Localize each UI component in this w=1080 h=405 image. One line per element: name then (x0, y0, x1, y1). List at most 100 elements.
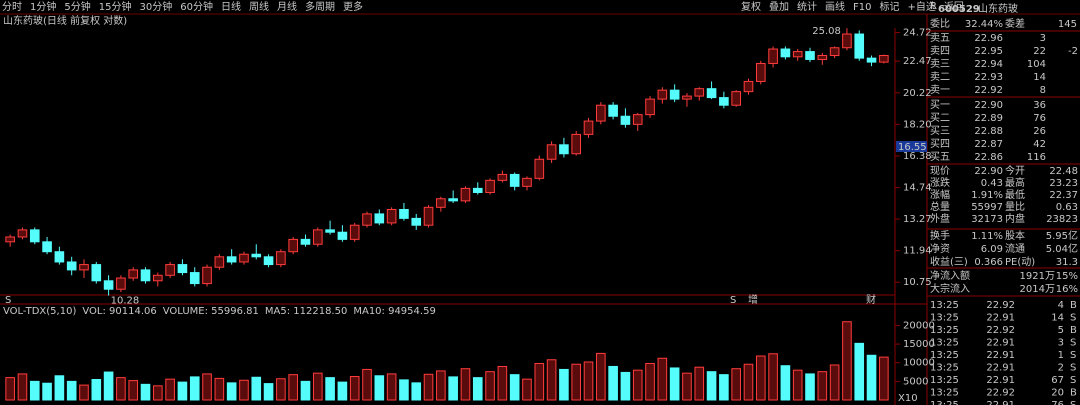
quote-cell: 买二 (930, 112, 950, 124)
quote-cell: 22.91 (986, 400, 1015, 405)
y-tick-label: 22.47 (903, 56, 932, 67)
toolbar-button[interactable]: 复权 (741, 0, 761, 13)
quote-cell: 卖一 (930, 84, 950, 96)
volume-bar (743, 363, 754, 401)
quote-cell: 13:25 (930, 350, 959, 361)
toolbar-button[interactable]: 标记 (879, 1, 899, 13)
y-tick-label: 5000 (903, 376, 928, 387)
event-marker[interactable]: S (730, 295, 736, 306)
quote-cell: 15% (1056, 271, 1078, 282)
quote-cell: 22.92 (986, 300, 1015, 311)
candle-body (79, 264, 89, 271)
volume-bar (608, 365, 618, 401)
quote-cell: S (1070, 313, 1076, 324)
quote-cell: 换手 (930, 229, 950, 242)
quote-cell: 104 (1027, 59, 1046, 70)
quote-cell: 22.88 (974, 126, 1003, 137)
volume-bar (620, 371, 631, 401)
quote-cell: 买一 (930, 99, 950, 111)
toolbar-button[interactable]: 画线 (825, 0, 845, 13)
toolbar-tab[interactable]: 周线 (249, 0, 269, 13)
quote-cell: 卖三 (930, 58, 950, 70)
quote-cell: 6.09 (981, 244, 1003, 255)
crosshair-box (896, 141, 927, 152)
volume-bar (829, 364, 840, 401)
toolbar-tab[interactable]: 日线 (221, 0, 241, 13)
toolbar-button[interactable]: 叠加 (769, 1, 789, 13)
candle-body (657, 89, 668, 100)
quote-cell: 36 (1033, 100, 1046, 111)
quote-cell: 22.90 (974, 166, 1003, 177)
volume-bar (866, 354, 877, 401)
quote-cell: 32173 (971, 214, 1003, 225)
toolbar-tab[interactable]: 5分钟 (64, 0, 90, 13)
toolbar-tab[interactable]: 月线 (277, 0, 297, 13)
volume-bar (583, 361, 594, 401)
toolbar-tab[interactable]: 1分钟 (30, 0, 56, 13)
quote-cell: 委差 (1005, 17, 1025, 30)
candle-body (755, 62, 766, 82)
quote-cell: 现价 (930, 165, 950, 177)
candle-body (423, 206, 434, 226)
chart-title: 山东药玻(日线 前复权 对数) (3, 14, 127, 27)
quote-cell: 卖五 (930, 32, 950, 44)
volume-header: MA5: 112218.50 (265, 306, 347, 317)
quote-cell: 买五 (930, 151, 950, 163)
candle-body (263, 256, 274, 266)
y-tick-label: 13.27 (903, 214, 932, 225)
quote-cell: 5.04亿 (1046, 242, 1078, 255)
toolbar-button[interactable]: 返回 (944, 1, 964, 13)
quote-cell: 22.90 (974, 100, 1003, 111)
candle-body (128, 269, 139, 279)
event-marker[interactable]: 增 (748, 293, 758, 306)
toolbar-tab[interactable]: 15分钟 (99, 0, 132, 13)
volume-bar (66, 380, 77, 401)
y-tick-label: 14.74 (903, 183, 932, 194)
volume-bar (719, 374, 729, 401)
volume-bar (312, 372, 323, 401)
quote-cell: 13:25 (930, 313, 959, 324)
quote-cell: 23.23 (1049, 178, 1078, 189)
volume-bar (842, 321, 852, 401)
quote-cell: 67 (1051, 375, 1064, 386)
quote-cell: 22.48 (1049, 166, 1078, 177)
toolbar-tab[interactable]: 60分钟 (180, 0, 213, 13)
volume-header: VOL-TDX(5,10) (3, 306, 76, 317)
quote-cell: 1 (1058, 350, 1064, 361)
candle-body (706, 88, 717, 99)
volume-bar (276, 378, 286, 401)
quote-cell: 22.95 (974, 46, 1003, 57)
y-tick-label: 18.20 (903, 119, 932, 130)
quote-cell: 净资 (930, 242, 950, 255)
quote-cell: 股本 (1005, 229, 1025, 242)
toolbar-button[interactable]: +自选 (907, 0, 935, 13)
volume-bar (546, 359, 557, 401)
event-marker[interactable]: 财 (866, 293, 876, 306)
volume-bar (263, 383, 274, 401)
candle-body (559, 144, 569, 155)
candle-body (620, 115, 631, 125)
badge: R (930, 1, 937, 12)
volume-bar (189, 376, 200, 401)
toolbar-tab[interactable]: 多周期 (305, 0, 335, 13)
quote-cell: 22.87 (974, 139, 1003, 150)
toolbar-button[interactable]: 统计 (797, 0, 817, 13)
quote-cell: 22.94 (974, 59, 1003, 70)
toolbar-tab[interactable]: 30分钟 (139, 0, 172, 13)
toolbar-tab[interactable]: 分时 (2, 1, 22, 13)
volume-bar (632, 369, 643, 401)
candle-body (165, 264, 175, 276)
quote-cell: B (1070, 300, 1077, 311)
event-marker[interactable]: S (5, 295, 11, 306)
candle-body (411, 217, 422, 226)
candle-body (731, 91, 741, 106)
quote-cell: 13:25 (930, 375, 959, 386)
volume-bar (460, 368, 471, 401)
toolbar-tab[interactable]: 更多 (343, 0, 363, 13)
quote-cell: 8 (1040, 85, 1046, 96)
quote-cell: S (1070, 338, 1076, 349)
candle-body (682, 95, 692, 100)
toolbar-button[interactable]: F10 (853, 2, 871, 13)
volume-bar (362, 368, 372, 401)
volume-bar (386, 373, 397, 401)
